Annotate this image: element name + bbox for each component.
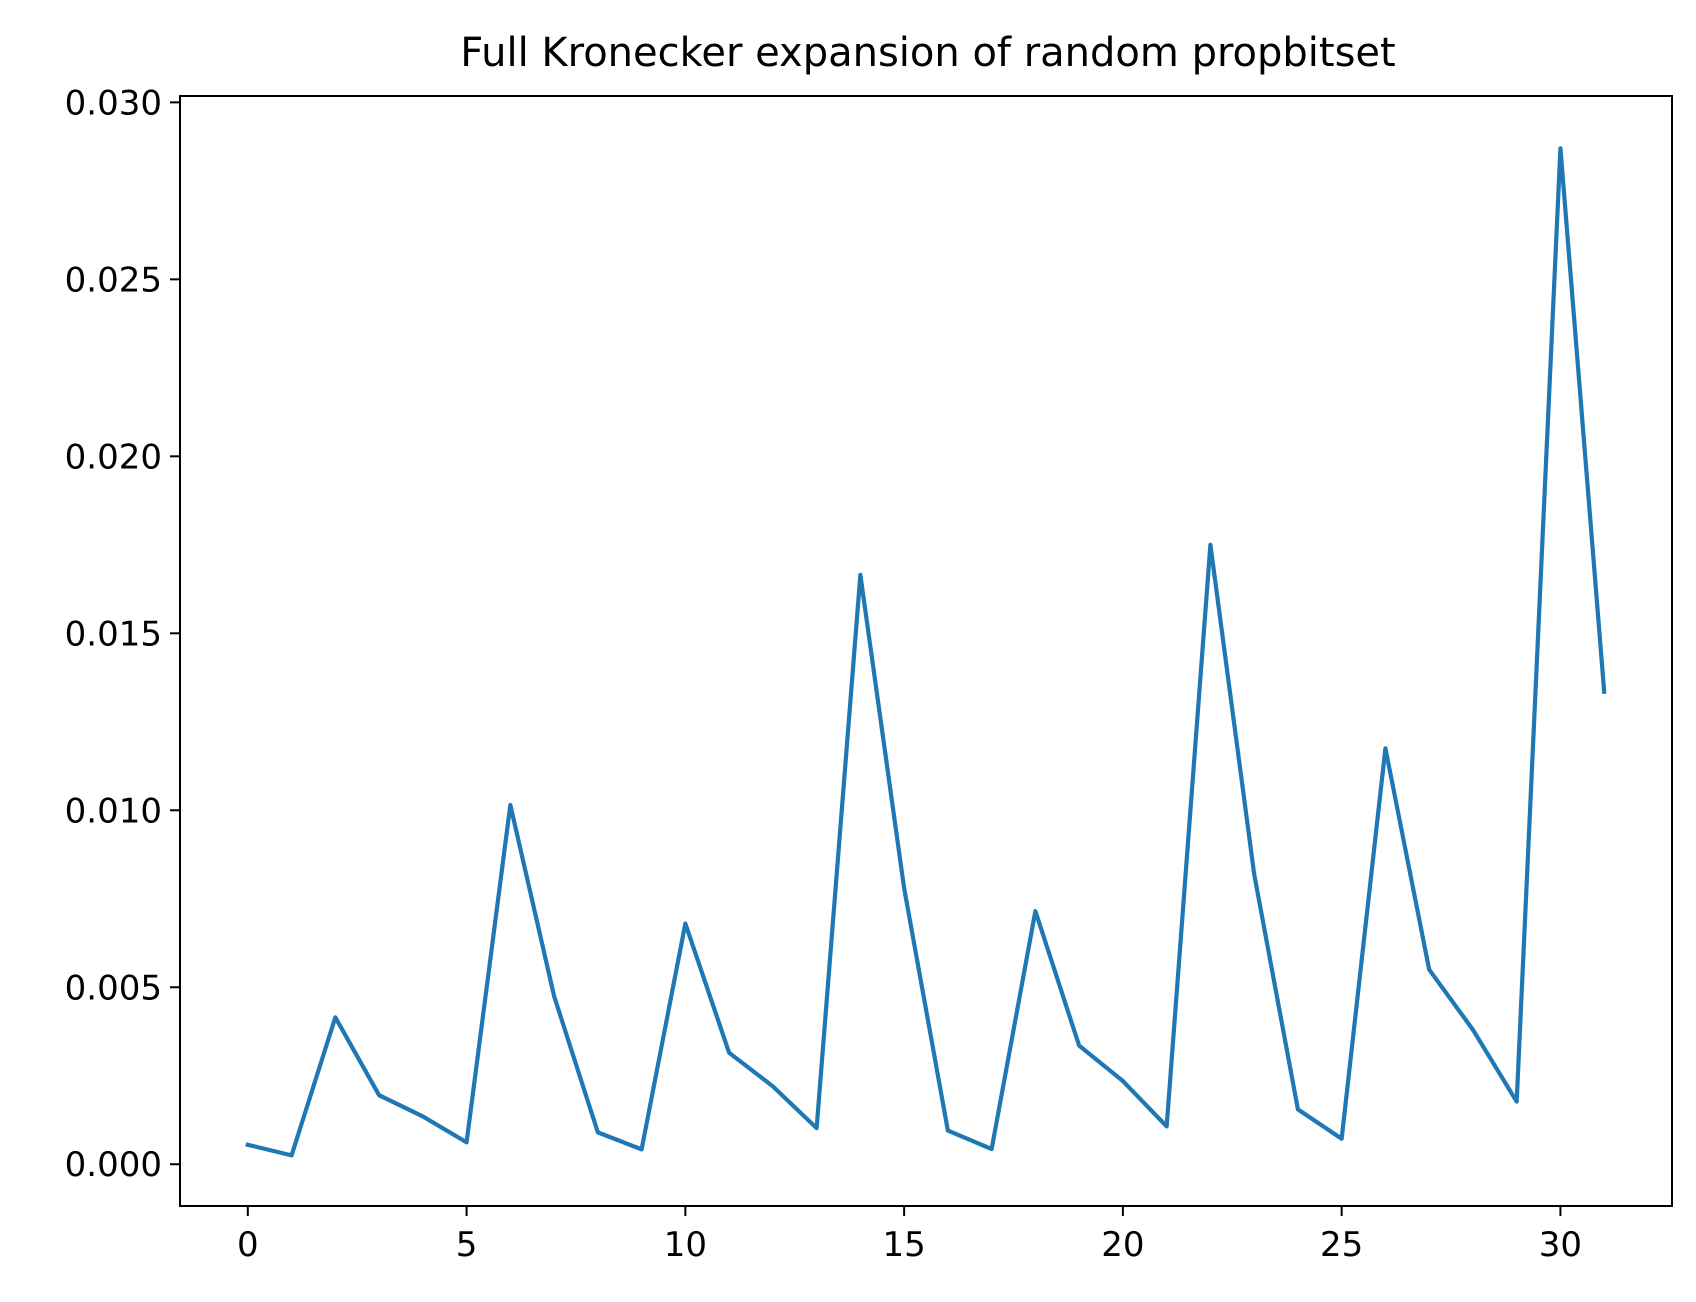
chart-title: Full Kronecker expansion of random propb… (460, 30, 1395, 76)
y-tick-label-6: 0.030 (65, 83, 162, 123)
x-tick-label-3: 15 (882, 1225, 925, 1265)
axes-frame (179, 95, 1673, 1207)
x-tick-label-1: 5 (456, 1225, 478, 1265)
x-tick-label-4: 20 (1101, 1225, 1144, 1265)
x-tick-label-2: 10 (664, 1225, 707, 1265)
x-tick-label-6: 30 (1539, 1225, 1582, 1265)
series-line-0 (245, 146, 1607, 1158)
x-tick-label-0: 0 (237, 1225, 259, 1265)
y-tick-label-0: 0.000 (65, 1145, 162, 1185)
y-tick-label-4: 0.020 (65, 437, 162, 477)
y-tick-label-1: 0.005 (65, 968, 162, 1008)
y-tick-label-5: 0.025 (65, 260, 162, 300)
y-tick-label-3: 0.015 (65, 614, 162, 654)
x-tick-label-5: 25 (1320, 1225, 1363, 1265)
plot-area: 0 5 10 15 20 25 30 0.000 0.005 0.010 0.015 0.020 0.0… (65, 83, 1673, 1265)
y-tick-label-2: 0.010 (65, 791, 162, 831)
